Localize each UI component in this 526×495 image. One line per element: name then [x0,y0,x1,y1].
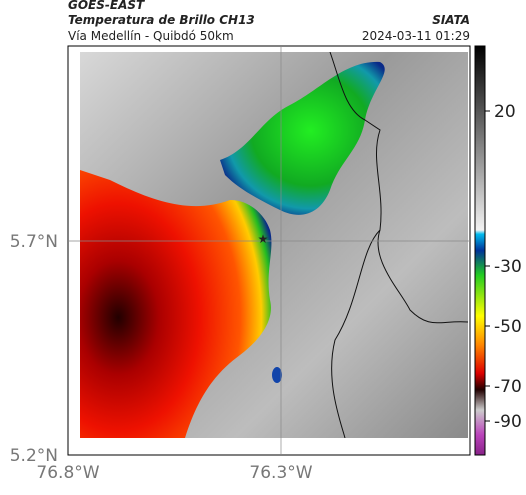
lon-label: 76.3°W [249,463,312,483]
colorbar-label: -50 [494,317,522,337]
brand: SIATA [432,13,470,27]
lat-label: 5.2°N [10,446,58,466]
timestamp: 2024-03-11 01:29 [362,29,470,43]
satellite-image [80,52,468,438]
colorbar [474,45,486,456]
title: Temperatura de Brillo CH13 [68,13,255,27]
location-marker: ★ [258,232,269,246]
colorbar-label: -70 [494,377,522,397]
colorbar-label: 20 [494,102,516,122]
colorbar-label: -30 [494,257,522,277]
source: GOES-EAST [68,0,145,12]
route: Vía Medellín - Quibdó 50km [68,29,234,43]
lat-label: 5.7°N [10,232,58,252]
colorbar-label: -90 [494,412,522,432]
lon-label: 76.8°W [36,463,99,483]
